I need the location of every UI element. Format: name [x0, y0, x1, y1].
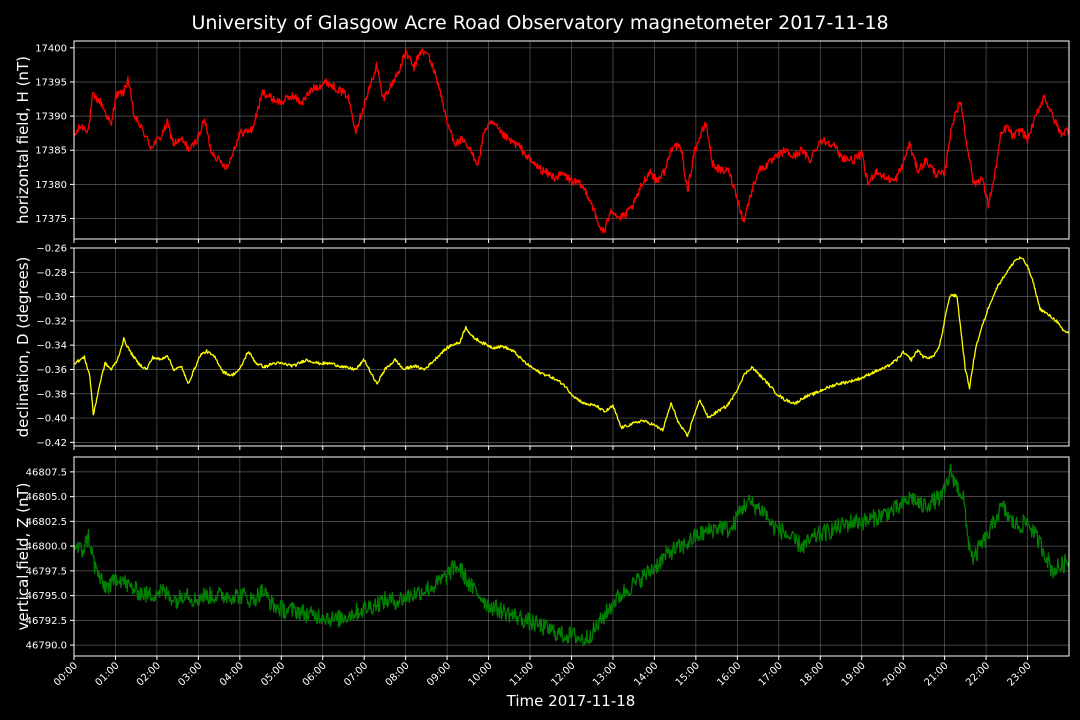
y-tick-label: 46797.5: [26, 566, 67, 577]
x-tick-label: 08:00: [384, 660, 412, 688]
chart-title: University of Glasgow Acre Road Observat…: [191, 12, 888, 34]
series-line: [73, 463, 1070, 647]
x-tick-label: 18:00: [798, 660, 826, 688]
y-axis-label: declination, D (degrees): [14, 257, 32, 438]
x-tick-label: 23:00: [1006, 660, 1034, 688]
x-tick-label: 03:00: [176, 660, 204, 688]
y-axis-label: vertical field, Z (nT): [14, 482, 32, 630]
x-tick-label: 05:00: [259, 660, 287, 688]
x-tick-label: 04:00: [218, 660, 246, 688]
y-tick-label: −0.28: [36, 268, 67, 279]
panel-frame: [73, 40, 1070, 240]
series-line: [73, 256, 1070, 438]
y-axis-label: horizontal field, H (nT): [14, 56, 32, 224]
x-tick-label: 13:00: [591, 660, 619, 688]
y-tick-label: 46805.0: [26, 492, 67, 503]
x-tick-label: 20:00: [881, 660, 909, 688]
y-tick-label: −0.38: [36, 389, 67, 400]
y-tick-label: −0.32: [36, 316, 67, 327]
x-axis-label: Time 2017-11-18: [506, 692, 636, 710]
x-tick-label: 01:00: [93, 660, 121, 688]
y-tick-label: −0.40: [36, 414, 67, 425]
x-tick-label: 09:00: [425, 660, 453, 688]
y-tick-label: 46790.0: [26, 641, 67, 652]
x-tick-label: 21:00: [923, 660, 951, 688]
y-tick-label: 46800.0: [26, 542, 67, 553]
y-tick-label: 46795.0: [26, 591, 67, 602]
panel-vertical-field: 46790.0 46792.5 46795.0 46797.5 46800.0 46802…: [14, 456, 1070, 660]
y-tick-label: 17380: [35, 180, 67, 191]
y-tick-label: −0.42: [36, 438, 67, 449]
panel-frame: [73, 247, 1070, 447]
x-tick-label: 10:00: [467, 660, 495, 688]
panel-declination: −0.26 −0.28 −0.30 −0.32 −0.34 −0.36 −0.38 −0.40…: [14, 244, 1070, 450]
y-tick-label: −0.26: [36, 244, 67, 255]
panel-horizontal-field: 17375 17380 17385 17390 17395 17400horizontal…: [14, 40, 1070, 243]
panel-frame: [73, 456, 1070, 657]
x-tick-label: 14:00: [632, 660, 660, 688]
x-tick-label: 17:00: [757, 660, 785, 688]
y-tick-label: −0.34: [36, 341, 67, 352]
x-tick-label: 07:00: [342, 660, 370, 688]
x-tick-label: 16:00: [715, 660, 743, 688]
y-tick-label: 17390: [35, 112, 67, 123]
x-tick-label: 02:00: [135, 660, 163, 688]
y-tick-label: 17385: [35, 146, 67, 157]
x-tick-label: 15:00: [674, 660, 702, 688]
y-tick-label: 46792.5: [26, 616, 67, 627]
x-tick-label: 11:00: [508, 660, 536, 688]
y-tick-label: 17375: [35, 214, 67, 225]
x-tick-label: 19:00: [840, 660, 868, 688]
x-axis-ticks: 00:00 01:00 02:00 03:00 04:00 05:00 06:00 07:00…: [52, 660, 1034, 688]
y-tick-label: −0.36: [36, 365, 67, 376]
x-tick-label: 00:00: [52, 660, 80, 688]
x-tick-label: 22:00: [964, 660, 992, 688]
y-tick-label: −0.30: [36, 292, 67, 303]
y-tick-label: 17400: [35, 43, 67, 54]
x-tick-label: 06:00: [301, 660, 329, 688]
series-line: [73, 47, 1070, 234]
y-tick-label: 17395: [35, 77, 67, 88]
y-tick-label: 46807.5: [26, 467, 67, 478]
y-tick-label: 46802.5: [26, 517, 67, 528]
x-tick-label: 12:00: [549, 660, 577, 688]
